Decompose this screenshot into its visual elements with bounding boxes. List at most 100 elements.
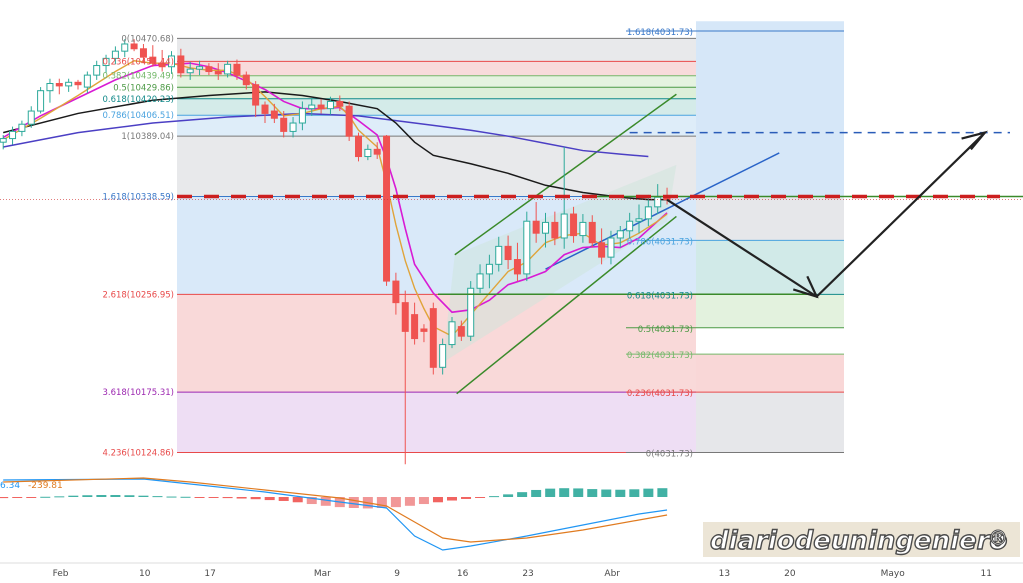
fib-level-label: 0(10470.68) bbox=[121, 34, 174, 44]
macd-histogram-bar bbox=[629, 489, 640, 497]
macd-histogram-bar bbox=[250, 497, 261, 500]
fib-level-label: 0.236(10451.44) bbox=[102, 57, 174, 67]
fib-projection-band bbox=[696, 21, 844, 197]
candle-body bbox=[252, 84, 260, 106]
candle-body bbox=[457, 326, 465, 337]
candle-body bbox=[270, 110, 278, 119]
macd-histogram-bar bbox=[503, 494, 514, 497]
macd-histogram-bar bbox=[278, 497, 289, 501]
candle-body bbox=[308, 104, 316, 110]
candle-body bbox=[55, 83, 63, 87]
candle-body bbox=[0, 138, 7, 143]
macd-histogram-bar bbox=[587, 489, 598, 497]
candle-body bbox=[654, 196, 662, 208]
candle-body bbox=[635, 218, 643, 222]
fib-level-label: 4.236(10124.86) bbox=[102, 449, 174, 459]
candle-body bbox=[607, 237, 615, 258]
fib-level-label: 0.5(10429.86) bbox=[113, 83, 174, 93]
macd-histogram-bar bbox=[376, 497, 387, 508]
macd-histogram-bar bbox=[292, 497, 303, 503]
trend-channel bbox=[442, 93, 780, 395]
candle-body bbox=[364, 148, 372, 158]
trend-line-blue bbox=[545, 152, 780, 270]
macd-histogram-bar bbox=[447, 497, 457, 501]
macd-histogram-bar bbox=[40, 496, 51, 498]
fib-band bbox=[177, 87, 696, 99]
fib-level-label: 0.618(10420.23) bbox=[102, 95, 174, 105]
x-tick-label: 9 bbox=[394, 569, 400, 579]
candle-body bbox=[9, 130, 17, 140]
macd-histogram-bar bbox=[306, 497, 317, 505]
x-tick-label: Mayo bbox=[881, 569, 906, 579]
candle-body bbox=[158, 62, 166, 68]
watermark-text: diariodeuningeniero bbox=[710, 526, 1007, 556]
candle-body bbox=[579, 221, 587, 237]
fib-band bbox=[177, 136, 696, 197]
candle-body bbox=[289, 122, 297, 132]
candle-body bbox=[429, 308, 437, 368]
macd-histogram-bar bbox=[82, 495, 93, 497]
candle-body bbox=[476, 273, 484, 289]
candle-body bbox=[196, 66, 204, 70]
macd-histogram-bar bbox=[26, 497, 37, 498]
watermark-mark: ® bbox=[988, 526, 1008, 550]
candle-body bbox=[139, 48, 147, 58]
fib-projection-band bbox=[696, 196, 844, 241]
candle-body bbox=[214, 71, 222, 75]
candle-body bbox=[392, 280, 400, 304]
macd-histogram-bar bbox=[166, 496, 177, 498]
candle-body bbox=[224, 63, 232, 75]
macd-histogram-bar bbox=[573, 488, 584, 497]
macd-histogram-bar bbox=[657, 488, 668, 497]
channel-fill bbox=[442, 164, 677, 363]
candle-body bbox=[420, 328, 428, 332]
ma-blue bbox=[3, 112, 649, 158]
x-tick-label: 10 bbox=[139, 569, 151, 579]
macd-signal-line bbox=[3, 477, 668, 543]
fib-projection-label: 0.236(4031.73) bbox=[627, 389, 693, 399]
macd-histogram-bar bbox=[489, 496, 500, 498]
candle-body bbox=[355, 135, 362, 158]
fib-level-label: 1(10389.04) bbox=[121, 132, 174, 142]
candlesticks bbox=[0, 39, 671, 465]
macd-value: 6.34 bbox=[0, 481, 20, 491]
macd-histogram-bar bbox=[180, 496, 191, 498]
fib-projection-label: 1.618(4031.73) bbox=[627, 28, 693, 38]
candle-body bbox=[18, 123, 26, 132]
fib-projection-label: 0.382(4031.73) bbox=[627, 351, 693, 361]
macd-histogram-bar bbox=[404, 497, 415, 506]
macd-histogram-bar bbox=[194, 497, 205, 498]
macd-histogram-bar bbox=[96, 495, 107, 497]
candle-body bbox=[317, 104, 325, 110]
ma-black bbox=[3, 91, 668, 201]
fib-band bbox=[177, 98, 696, 116]
candle-body bbox=[130, 43, 138, 50]
candle-body bbox=[280, 117, 288, 132]
candle-body bbox=[102, 57, 110, 67]
macd-line bbox=[3, 478, 668, 551]
macd-histogram-bar bbox=[264, 497, 275, 501]
fibonacci-labels: 0(10470.68) 0.236(10451.44) 0.382(10439.49… bbox=[102, 28, 693, 460]
macd-histogram-bar bbox=[12, 497, 23, 498]
macd-histogram-bar bbox=[110, 495, 121, 497]
candle-body bbox=[46, 83, 54, 92]
macd-signal-value: -239.81 bbox=[28, 481, 63, 491]
candle-body bbox=[616, 230, 624, 239]
candle-body bbox=[121, 43, 129, 52]
candle-body bbox=[93, 65, 101, 76]
channel-upper bbox=[454, 93, 677, 256]
macd-histogram-bar bbox=[432, 497, 443, 503]
fib-projection-band bbox=[696, 294, 844, 328]
candle-body bbox=[65, 81, 73, 87]
candle-body bbox=[242, 74, 250, 86]
candle-body bbox=[177, 55, 185, 74]
fib-projection-band bbox=[696, 327, 844, 355]
fib-band bbox=[177, 38, 696, 62]
candle-body bbox=[467, 287, 475, 337]
macd-histogram-bar bbox=[222, 497, 233, 499]
x-tick-label: 20 bbox=[784, 569, 796, 579]
fib-level-label: 0.786(10406.51) bbox=[102, 111, 174, 121]
fib-projection-label: 0.5(4031.73) bbox=[638, 325, 693, 335]
macd-histogram-bar bbox=[615, 489, 626, 497]
